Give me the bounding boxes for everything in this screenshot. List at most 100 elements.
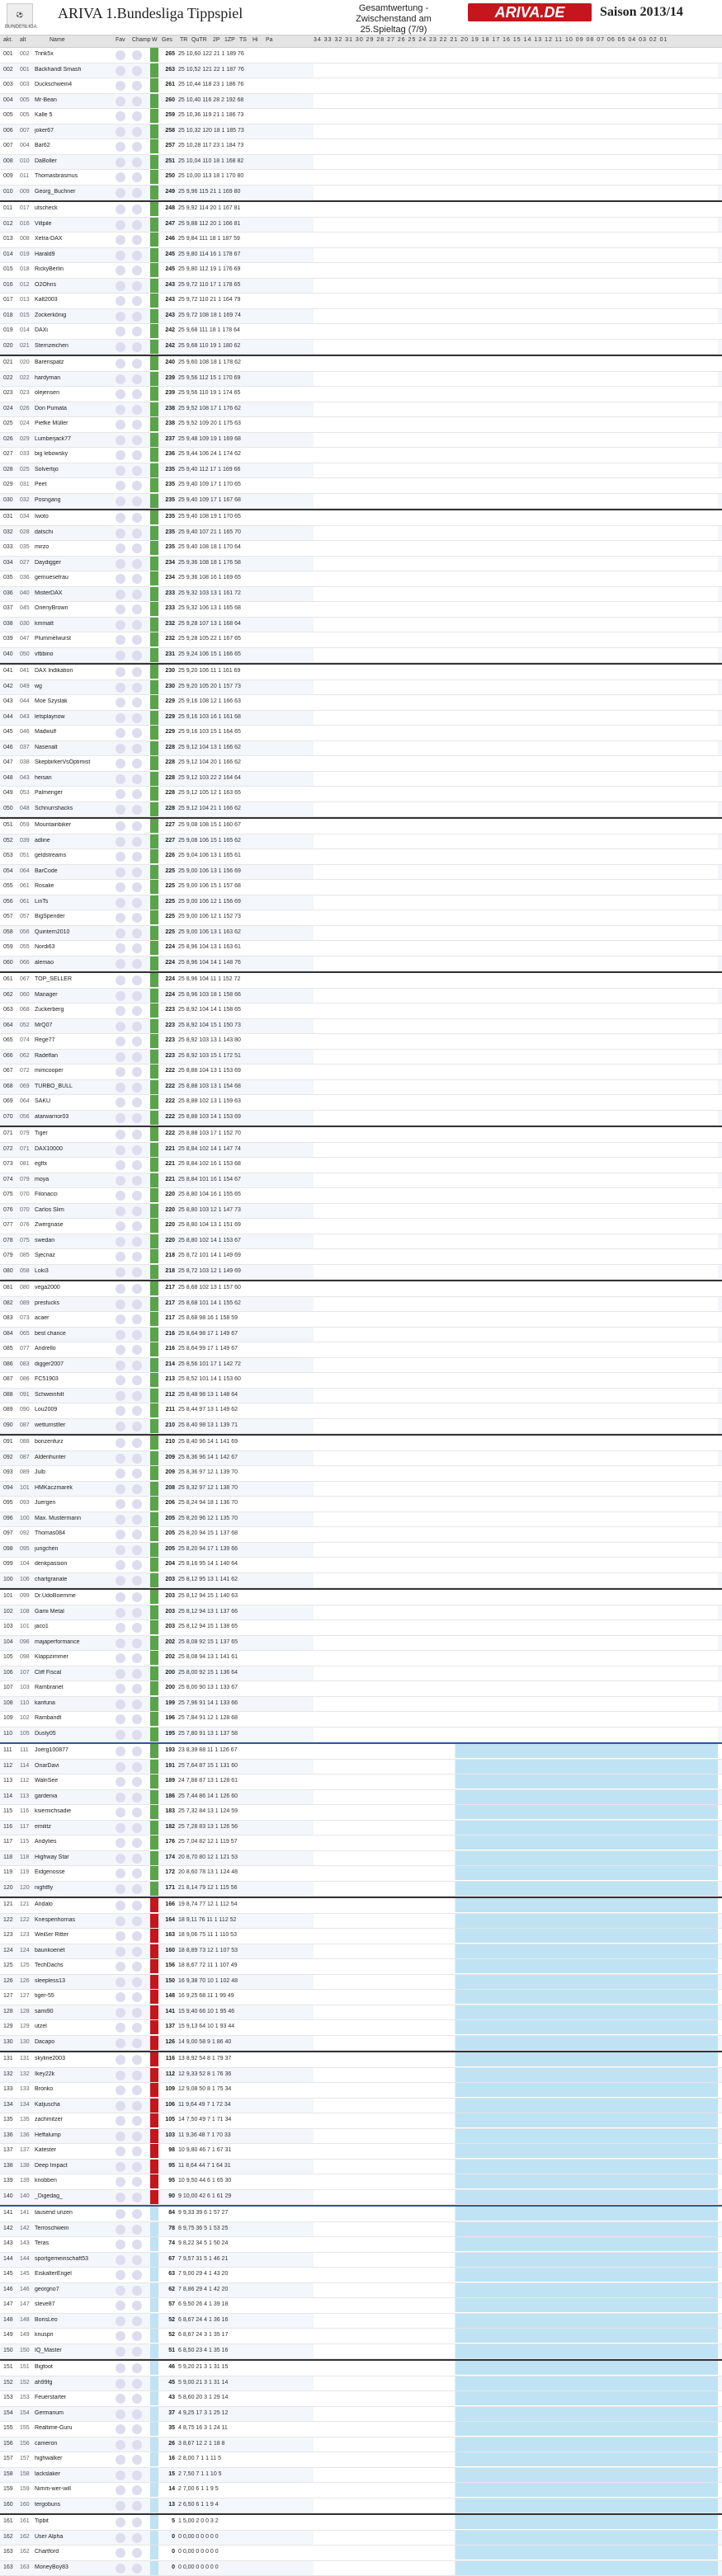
col-ts[interactable]: TS (239, 37, 247, 43)
player-name[interactable]: Katester (35, 2147, 116, 2153)
player-name[interactable]: Lou2009 (35, 1407, 116, 1413)
col-tr[interactable]: TR (180, 37, 187, 43)
player-name[interactable]: Dr.UdoBoemme (35, 1593, 116, 1599)
player-name[interactable]: Moe Szyslak (35, 698, 116, 704)
player-name[interactable]: acaer (35, 1315, 116, 1321)
player-name[interactable]: Iwoto (35, 514, 116, 519)
player-name[interactable]: Dacapo (35, 2039, 116, 2045)
player-name[interactable]: wg (35, 684, 116, 689)
player-name[interactable]: OnarDavi (35, 1763, 116, 1769)
player-name[interactable]: lackslaker (35, 2471, 116, 2477)
player-name[interactable]: sleepless13 (35, 1978, 116, 1984)
player-name[interactable]: Solvertijo (35, 467, 116, 472)
player-name[interactable]: presfucks (35, 1300, 116, 1306)
player-name[interactable]: Nimm-wer-will (35, 2486, 116, 2492)
player-name[interactable]: Barenspatz (35, 360, 116, 365)
player-name[interactable]: User Alpha (35, 2534, 116, 2540)
player-name[interactable]: bonzenfurz (35, 1439, 116, 1445)
col-prev[interactable]: alt (20, 37, 26, 43)
player-name[interactable]: Kalt2003 (35, 297, 116, 303)
player-name[interactable]: knuspri (35, 2332, 116, 2338)
player-name[interactable]: tiger-55 (35, 1993, 116, 1999)
player-name[interactable]: swedan (35, 1238, 116, 1243)
player-name[interactable]: Viltpile (35, 221, 116, 227)
player-name[interactable]: ah99fg (35, 2380, 116, 2386)
player-name[interactable]: nightfly (35, 1885, 116, 1891)
player-name[interactable]: Terroschwein (35, 2226, 116, 2231)
player-name[interactable]: Mr-Bean (35, 97, 116, 103)
player-name[interactable]: utscheck (35, 205, 116, 211)
player-name[interactable]: jaco1 (35, 1624, 116, 1629)
player-name[interactable]: digger2007 (35, 1361, 116, 1367)
player-name[interactable]: sportgemeinschaft53 (35, 2256, 116, 2262)
player-name[interactable]: sami90 (35, 2009, 116, 2014)
player-name[interactable]: utzel (35, 2024, 116, 2029)
player-name[interactable]: Carlos Slim (35, 1207, 116, 1213)
player-name[interactable]: DAX Indikation (35, 668, 116, 674)
player-name[interactable]: big lebowsky (35, 451, 116, 457)
player-name[interactable]: ksiemichsadie (35, 1808, 116, 1814)
player-name[interactable]: Georg_Buchner (35, 189, 116, 195)
player-name[interactable]: steve87 (35, 2301, 116, 2307)
player-name[interactable]: Zockerkönig (35, 313, 116, 318)
player-name[interactable]: majaperformance (35, 1639, 116, 1645)
player-name[interactable]: Duckschwein4 (35, 82, 116, 87)
player-name[interactable]: Palmenger (35, 790, 116, 796)
player-name[interactable]: Katjuscha (35, 2102, 116, 2108)
player-name[interactable]: Sjecnaz (35, 1253, 116, 1258)
col-rank[interactable]: akt. (3, 37, 12, 43)
player-name[interactable]: olejensen (35, 390, 116, 396)
player-name[interactable]: BorisLeo (35, 2317, 116, 2323)
player-name[interactable]: MrQ07 (35, 1022, 116, 1028)
player-name[interactable]: O2Ohns (35, 282, 116, 288)
player-name[interactable]: Cliff Fiscal (35, 1670, 116, 1676)
player-name[interactable]: Thomasbrasmus (35, 173, 116, 179)
player-name[interactable]: Juergen (35, 1500, 116, 1506)
player-name[interactable]: wettumstller (35, 1422, 116, 1428)
player-name[interactable]: Nordi63 (35, 944, 116, 950)
